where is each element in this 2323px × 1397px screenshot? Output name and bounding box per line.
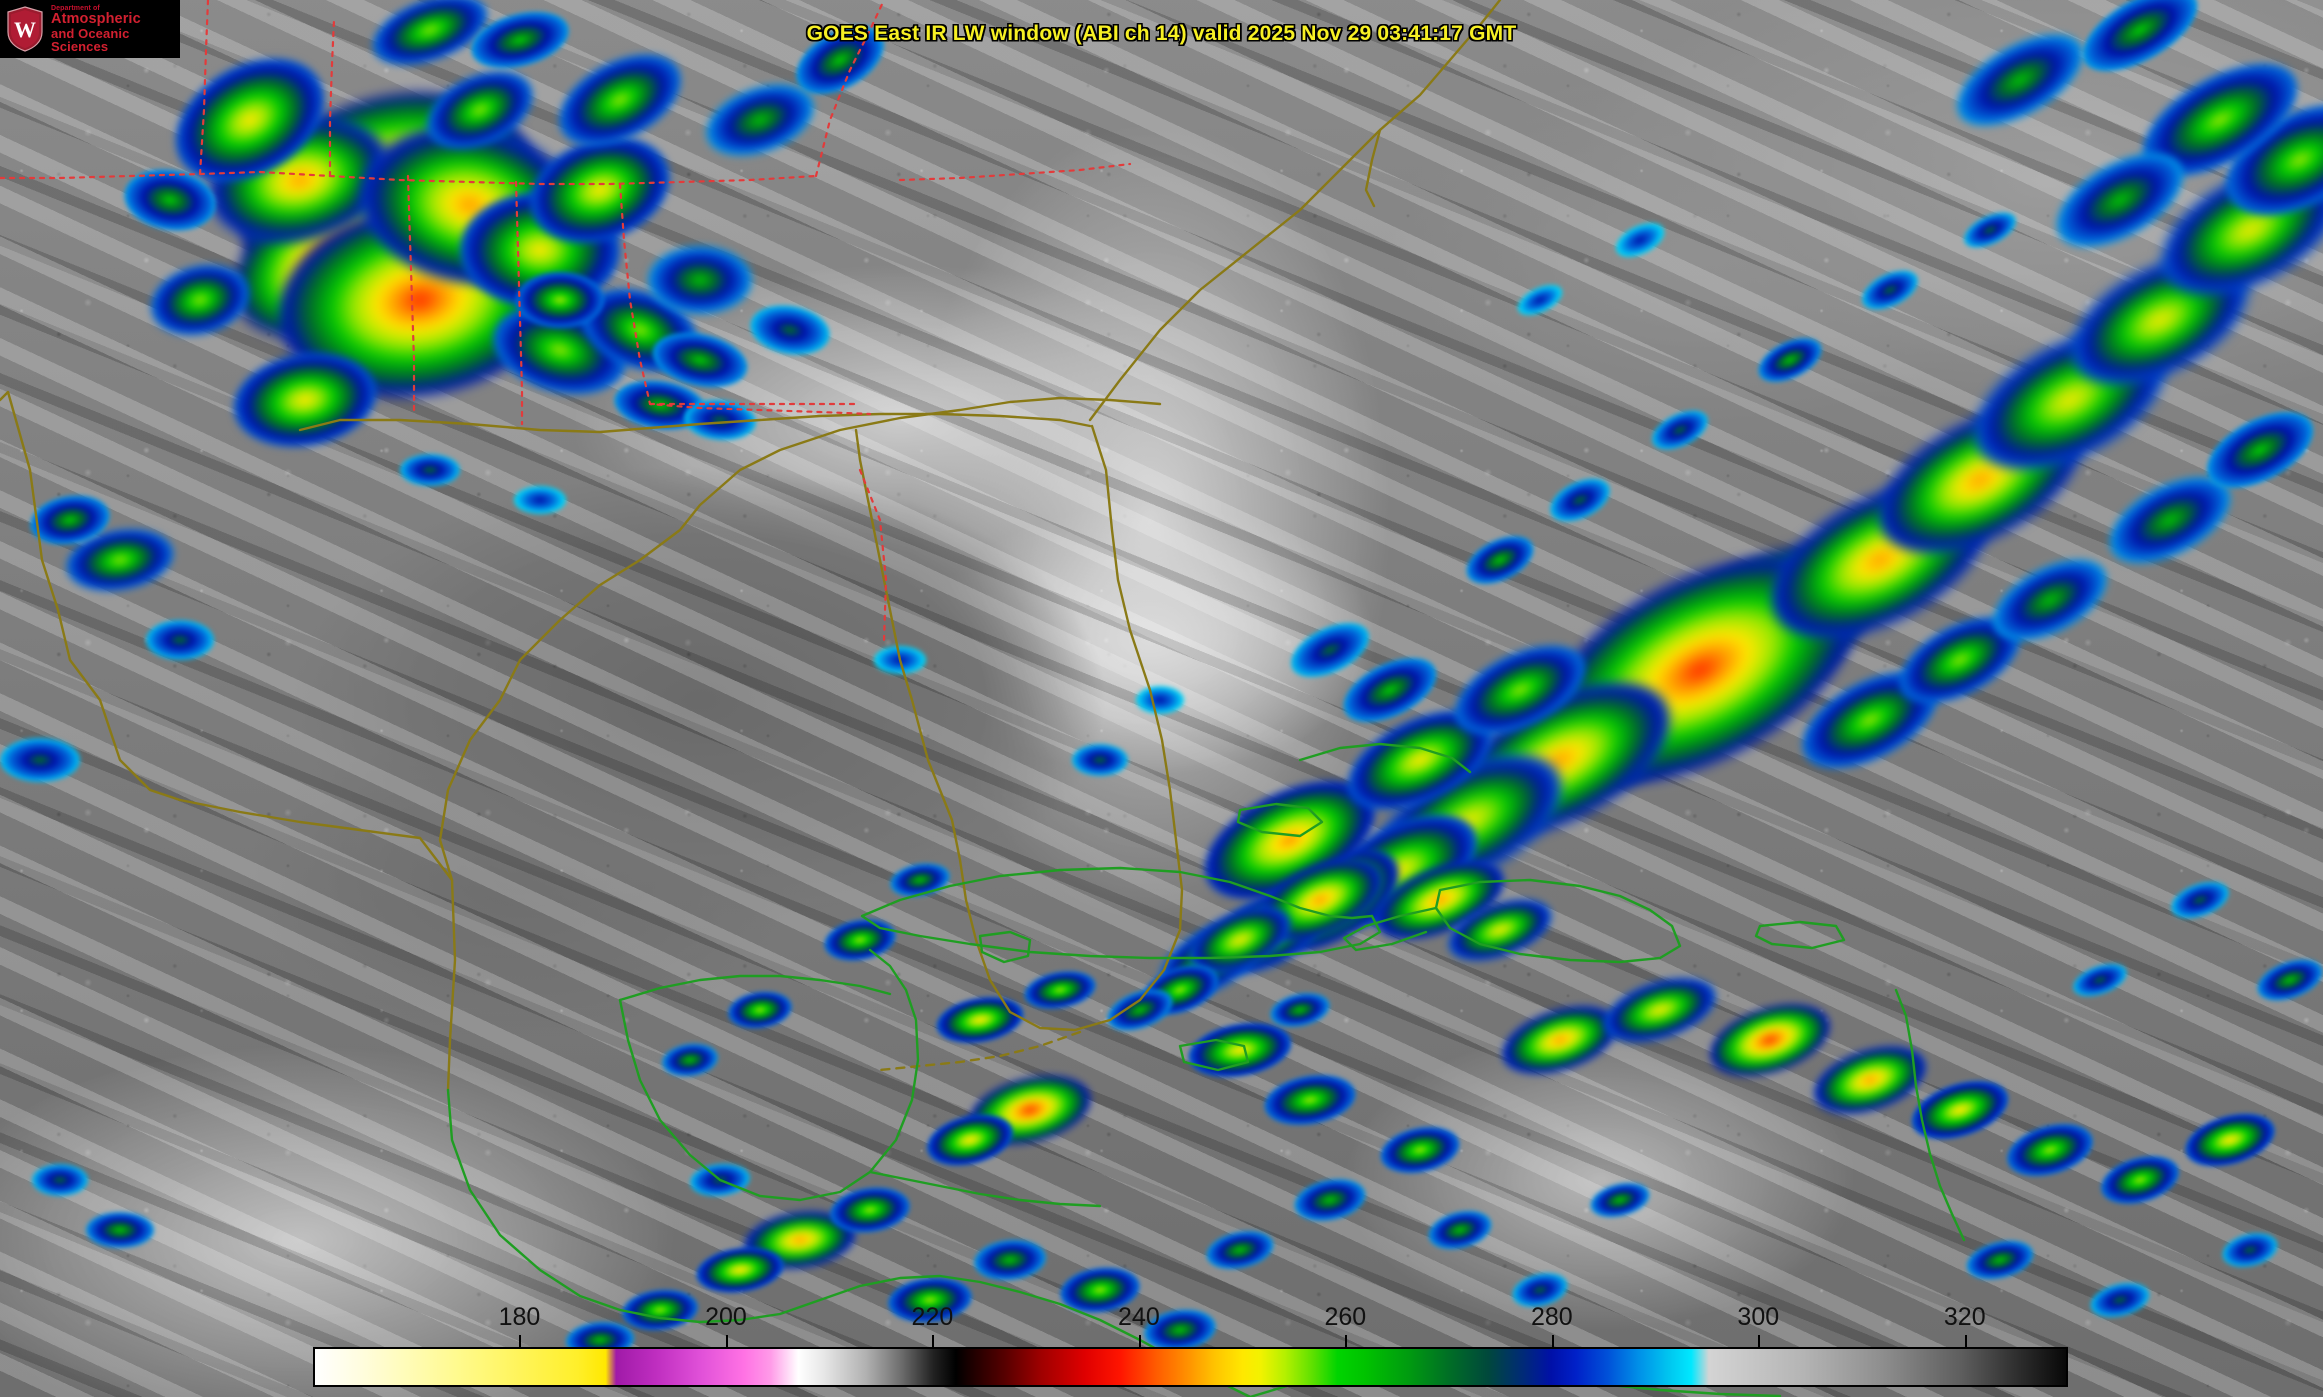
convective-cell [400,454,460,486]
state-border-nc-va [898,162,1132,182]
colorbar-tick-label: 200 [705,1303,747,1331]
coastline-haiti-peninsula [1342,906,1438,952]
coastline-bahamas [1298,742,1472,774]
coastline-florida-keys [878,1030,1082,1072]
convective-cell [514,486,566,514]
state-border-la-ms [406,174,416,414]
state-border-tx-ok [0,170,262,180]
colorbar-tick [725,1335,728,1347]
colorbar-tick [932,1335,935,1347]
colorbar-tick-label: 240 [1118,1303,1160,1331]
logo-line-1: Atmospheric [51,11,141,28]
colorbar: 180 200 220 240 260 280 300 320 [313,1303,2068,1387]
convective-cell [648,246,752,314]
coastline-lesser-antilles [1894,988,1966,1242]
coastline-puerto-rico [1754,920,1846,950]
colorbar-tick [1964,1335,1967,1347]
colorbar-tick-label: 180 [498,1303,541,1331]
state-border-ms-al [514,180,524,426]
convective-cell [516,272,604,328]
colorbar-tick-label: 220 [911,1303,954,1331]
state-border-mid-south [258,170,818,186]
coastline-isla-juventud [978,930,1032,964]
convective-cell [32,1164,88,1196]
convective-cell [1136,686,1184,714]
colorbar-tick-label: 300 [1737,1303,1780,1331]
coastline-mexico-south [446,1088,1252,1397]
colorbar-gradient [313,1347,2068,1387]
convective-cell [1072,744,1128,776]
colorbar-tick [1551,1335,1554,1347]
coastline-gulf-north [298,412,1092,434]
coastline-yucatan [618,948,920,1202]
coastline-cuba [860,866,1382,960]
state-border-tn-line [328,18,336,178]
uw-aos-logo: W Department of Atmospheric and Oceanic … [0,0,180,58]
colorbar-tick-label: 260 [1324,1303,1367,1331]
coastline-east [1088,0,1502,422]
coastline-bahamas-andros [1236,802,1324,838]
state-border-al-ga [618,182,872,416]
product-title: GOES East IR LW window (ABI ch 14) valid… [806,22,1517,45]
coastline-belize-honduras [868,1170,1102,1208]
logo-line-2: and Oceanic Sciences [51,25,130,54]
colorbar-tick [1758,1335,1761,1347]
coastline-texas [438,396,1162,882]
coastline-carolina-bays [1364,128,1382,208]
logo-department-line: Department of [51,5,100,13]
convective-cell [86,1212,154,1248]
convective-cell [0,738,80,782]
svg-text:W: W [14,17,36,42]
colorbar-tick-label: 280 [1530,1303,1573,1331]
colorbar-tick-label: 320 [1943,1303,1986,1331]
state-border-ar-mo [198,0,210,176]
uw-crest-icon: W [7,6,43,52]
state-border-fl-south [858,468,888,642]
colorbar-tick [519,1335,522,1347]
coastline-florida [854,424,1184,1032]
colorbar-tick [1345,1335,1348,1347]
coastline-hispaniola [1434,878,1682,964]
convective-cell [146,620,214,660]
state-border-ga-sc [814,0,886,178]
colorbar-tick [1138,1335,1141,1347]
coastline-jamaica [1178,1038,1250,1072]
coastline-gulf-west [0,390,457,1092]
coastline-yucatan-north [618,974,892,1002]
